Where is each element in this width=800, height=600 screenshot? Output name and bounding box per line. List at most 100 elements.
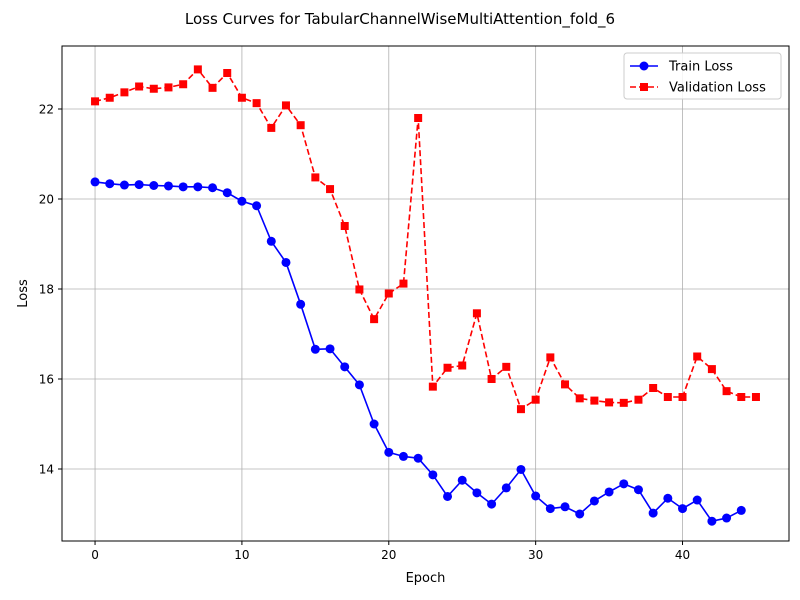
train-loss-point xyxy=(310,344,320,354)
validation-loss-point xyxy=(252,99,261,108)
train-loss-point xyxy=(384,447,394,457)
y-tick-label: 16 xyxy=(39,373,54,387)
legend-train-label: Train Loss xyxy=(668,60,733,75)
train-loss-point xyxy=(736,505,746,515)
validation-loss-point xyxy=(135,82,144,91)
validation-loss-point xyxy=(516,405,525,414)
series-layer xyxy=(90,65,760,526)
train-loss-point xyxy=(281,257,291,267)
validation-loss-point xyxy=(237,93,246,102)
train-loss-point xyxy=(119,180,129,190)
validation-loss-point xyxy=(722,387,731,396)
train-loss-point xyxy=(545,504,555,514)
train-loss-point xyxy=(149,181,159,190)
validation-loss-point xyxy=(590,396,599,405)
validation-loss-point xyxy=(605,398,614,407)
validation-loss-line xyxy=(94,68,756,410)
train-loss-point xyxy=(208,183,218,193)
train-loss-point xyxy=(575,509,585,519)
train-loss-point xyxy=(398,451,408,461)
x-tick-label: 0 xyxy=(91,548,99,562)
legend-train-marker xyxy=(639,61,649,71)
x-tick-label: 20 xyxy=(381,548,396,562)
validation-loss-point xyxy=(649,384,658,392)
train-loss-point xyxy=(193,182,203,192)
validation-loss-series xyxy=(91,65,760,414)
validation-loss-point xyxy=(281,101,290,110)
train-loss-point xyxy=(354,380,364,390)
train-loss-point xyxy=(237,196,247,206)
train-loss-point xyxy=(266,236,276,246)
train-loss-point xyxy=(501,483,511,493)
validation-loss-point xyxy=(663,393,672,401)
train-loss-point xyxy=(678,504,688,514)
validation-loss-point xyxy=(208,83,217,92)
validation-loss-point xyxy=(458,361,467,370)
y-axis-label: Loss xyxy=(16,279,31,308)
validation-loss-point xyxy=(414,114,423,122)
train-loss-point xyxy=(296,299,306,309)
legend-validation-marker xyxy=(640,83,648,91)
train-loss-point xyxy=(163,181,173,191)
validation-loss-point xyxy=(531,395,540,404)
validation-loss-point xyxy=(443,363,452,372)
train-loss-point xyxy=(90,177,100,187)
validation-loss-point xyxy=(120,88,129,97)
train-loss-point xyxy=(222,188,232,198)
train-loss-point xyxy=(325,344,335,354)
train-loss-point xyxy=(663,493,673,503)
x-tick-label: 10 xyxy=(234,548,249,562)
train-loss-line xyxy=(94,181,742,523)
train-loss-point xyxy=(105,179,115,189)
train-loss-point xyxy=(413,453,423,463)
y-tick-label: 14 xyxy=(39,463,54,477)
chart-title: Loss Curves for TabularChannelWiseMultiA… xyxy=(185,10,615,29)
train-loss-point xyxy=(648,508,658,518)
axis-ticks: 0 10 20 30 40 14 16 18 20 22 xyxy=(39,103,690,563)
legend: Train Loss Validation Loss xyxy=(623,52,782,100)
validation-loss-point xyxy=(311,173,320,182)
validation-loss-point xyxy=(546,353,555,362)
grid xyxy=(62,46,789,541)
validation-loss-point xyxy=(370,315,379,324)
train-loss-point xyxy=(340,362,350,372)
validation-loss-point xyxy=(326,185,335,194)
train-loss-point xyxy=(619,479,629,489)
validation-loss-point xyxy=(678,393,687,401)
validation-loss-point xyxy=(575,394,584,403)
y-tick-label: 22 xyxy=(39,103,54,117)
train-loss-point xyxy=(369,419,379,429)
validation-loss-point xyxy=(737,393,746,401)
validation-loss-point xyxy=(149,84,158,93)
validation-loss-point xyxy=(193,65,202,74)
train-loss-point xyxy=(722,513,732,523)
validation-loss-point xyxy=(472,309,481,318)
train-loss-point xyxy=(443,491,453,501)
plot-frame xyxy=(61,45,790,542)
x-axis-label: Epoch xyxy=(406,571,446,586)
train-loss-point xyxy=(633,485,643,495)
train-loss-point xyxy=(134,180,144,190)
validation-loss-point xyxy=(91,97,100,106)
validation-loss-point xyxy=(502,362,511,371)
validation-loss-point xyxy=(707,365,716,374)
train-loss-point xyxy=(487,499,497,509)
validation-loss-point xyxy=(428,382,437,391)
validation-loss-point xyxy=(267,123,276,132)
validation-loss-point xyxy=(619,398,628,407)
legend-validation-label: Validation Loss xyxy=(669,81,766,96)
train-loss-point xyxy=(472,488,482,498)
validation-loss-point xyxy=(399,279,408,288)
train-loss-point xyxy=(178,182,188,192)
validation-loss-point xyxy=(164,83,173,92)
y-tick-label: 18 xyxy=(39,283,54,297)
validation-loss-point xyxy=(634,395,643,404)
train-loss-point xyxy=(457,475,467,485)
train-loss-series xyxy=(90,177,746,526)
validation-loss-point xyxy=(296,121,305,130)
validation-loss-point xyxy=(355,285,364,294)
train-loss-point xyxy=(252,201,262,211)
train-loss-point xyxy=(707,516,717,526)
validation-loss-point xyxy=(340,222,349,230)
